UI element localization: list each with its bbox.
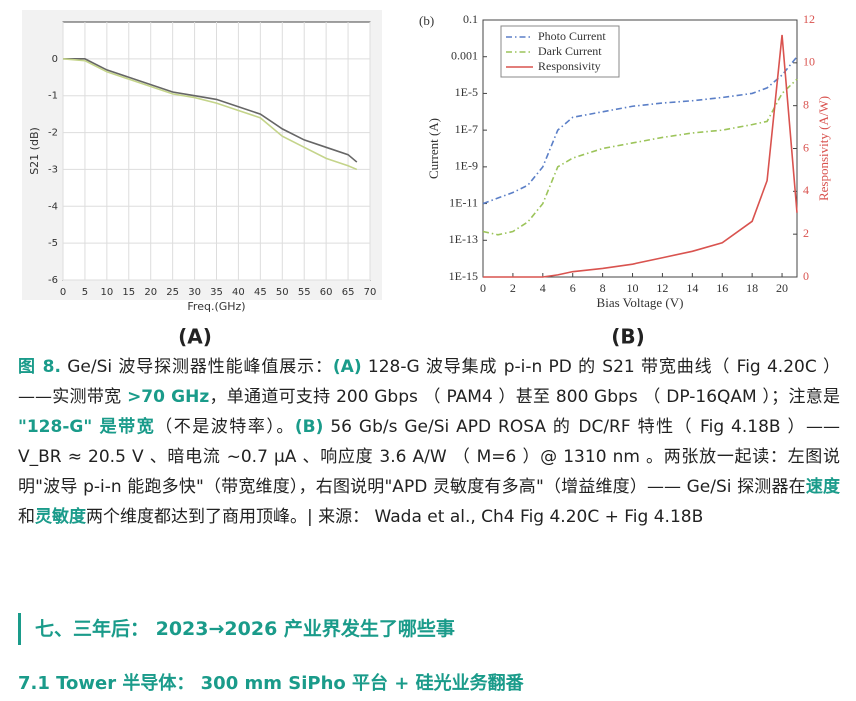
data-line <box>482 78 798 236</box>
y-tick-label: 1E-9 <box>455 159 478 173</box>
caption-text: (B) <box>294 417 324 437</box>
y2-axis-label: Responsivity (A/W) <box>816 96 831 201</box>
y-tick-label: -4 <box>48 201 58 212</box>
y2-tick-label: 8 <box>803 97 809 111</box>
legend-entry: Photo Current <box>538 29 606 43</box>
data-line <box>482 56 798 205</box>
x-tick-label: 16 <box>716 281 728 295</box>
y-tick-label: -1 <box>48 91 58 102</box>
caption-text: 灵敏度 <box>35 507 86 527</box>
x-tick-label: 6 <box>570 281 576 295</box>
chart-label: (A) <box>178 325 212 349</box>
caption-text: ，单通道可支持 200 Gbps （ PAM4 ）甚至 800 Gbps （ D… <box>209 387 840 407</box>
x-tick-label: 40 <box>232 287 245 298</box>
legend-box <box>500 25 620 78</box>
data-line <box>63 58 358 163</box>
x-tick-label: 0 <box>60 287 66 298</box>
y2-tick-label: 12 <box>803 12 815 26</box>
legend-entry: Responsivity <box>538 59 601 73</box>
y-tick-label: 1E-7 <box>455 122 478 136</box>
x-tick-label: 8 <box>600 281 606 295</box>
x-tick-label: 20 <box>776 281 788 295</box>
caption-text: 两个维度都达到了商用顶峰。| 来源： Wada et al., Ch4 Fig … <box>86 507 704 527</box>
subsection-heading: 7.1 Tower 半导体： 300 mm SiPho 平台 + 硅光业务翻番 <box>18 673 524 694</box>
y-tick-label: 0.1 <box>463 12 478 26</box>
x-tick-label: 14 <box>686 281 698 295</box>
y-tick-label: 1E-13 <box>449 232 478 246</box>
x-tick-label: 12 <box>656 281 668 295</box>
data-line <box>62 58 358 171</box>
chart-label: (B) <box>611 325 645 349</box>
y-axis-label: Current (A) <box>426 118 441 179</box>
x-tick-label: 15 <box>122 287 135 298</box>
panel-label: (b) <box>419 13 434 28</box>
caption-text: 56 Gb/s Ge/Si APD ROSA 的 DC/RF 特性（ Fig 4… <box>18 417 840 497</box>
x-tick-label: 5 <box>82 287 88 298</box>
y-tick-label: -6 <box>48 275 58 286</box>
x-tick-label: 65 <box>342 287 355 298</box>
y2-tick-label: 0 <box>803 269 809 283</box>
x-tick-label: 55 <box>298 287 311 298</box>
caption-text: 和 <box>18 507 35 527</box>
y-tick-label: -3 <box>48 164 58 175</box>
data-line <box>483 34 798 278</box>
caption-text: 速度 <box>805 477 841 497</box>
figure: 0 5 10 15 20 25 30 35 40 45 50 55 60 65 700-1-2-3-4-5-… <box>22 8 850 349</box>
y-tick-label: -2 <box>48 128 58 139</box>
y-tick-label: 0.001 <box>451 48 478 62</box>
caption-text: "128-G" 是带宽 <box>18 417 156 437</box>
caption: 图 8. Ge/Si 波导探测器性能峰值展示：(A) 128-G 波导集成 p-… <box>18 352 840 532</box>
x-tick-label: 2 <box>510 281 516 295</box>
y2-tick-label: 10 <box>803 55 815 69</box>
caption-text: 图 8. <box>18 357 61 377</box>
x-tick-label: 18 <box>746 281 758 295</box>
x-tick-label: 60 <box>320 287 333 298</box>
x-axis-label: Freq.(GHz) <box>187 300 245 313</box>
caption-text: (A) <box>332 357 362 377</box>
x-tick-label: 20 <box>144 287 157 298</box>
y-tick-label: 1E-15 <box>449 269 478 283</box>
x-tick-label: 25 <box>166 287 179 298</box>
x-tick-label: 0 <box>480 281 486 295</box>
y2-tick-label: 2 <box>803 226 809 240</box>
y-tick-label: 0 <box>52 54 58 65</box>
x-tick-label: 30 <box>188 287 201 298</box>
x-axis-label: Bias Voltage (V) <box>597 295 684 310</box>
caption-text: >70 GHz <box>127 387 210 407</box>
x-tick-label: 35 <box>210 287 223 298</box>
x-tick-label: 50 <box>276 287 289 298</box>
x-tick-label: 4 <box>540 281 546 295</box>
y-axis-label: S21 (dB) <box>28 127 41 175</box>
legend-entry: Dark Current <box>538 44 602 58</box>
x-tick-label: 45 <box>254 287 267 298</box>
y-tick-label: -5 <box>48 238 58 249</box>
x-tick-label: 10 <box>627 281 639 295</box>
y2-tick-label: 6 <box>803 140 809 154</box>
caption-text: Ge/Si 波导探测器性能峰值展示： <box>67 357 333 377</box>
y2-tick-label: 4 <box>803 183 809 197</box>
x-tick-label: 70 <box>364 287 377 298</box>
x-tick-label: 10 <box>100 287 113 298</box>
caption-text: （不是波特率）。 <box>155 417 295 437</box>
y-tick-label: 1E-5 <box>455 85 478 99</box>
caption-text: 128-G 波导集成 p-i-n PD 的 S21 带宽曲线（ Fig 4.20… <box>18 357 840 407</box>
y-tick-label: 1E-11 <box>449 195 478 209</box>
section-heading: 七、三年后： 2023→2026 产业界发生了哪些事 <box>18 613 455 645</box>
